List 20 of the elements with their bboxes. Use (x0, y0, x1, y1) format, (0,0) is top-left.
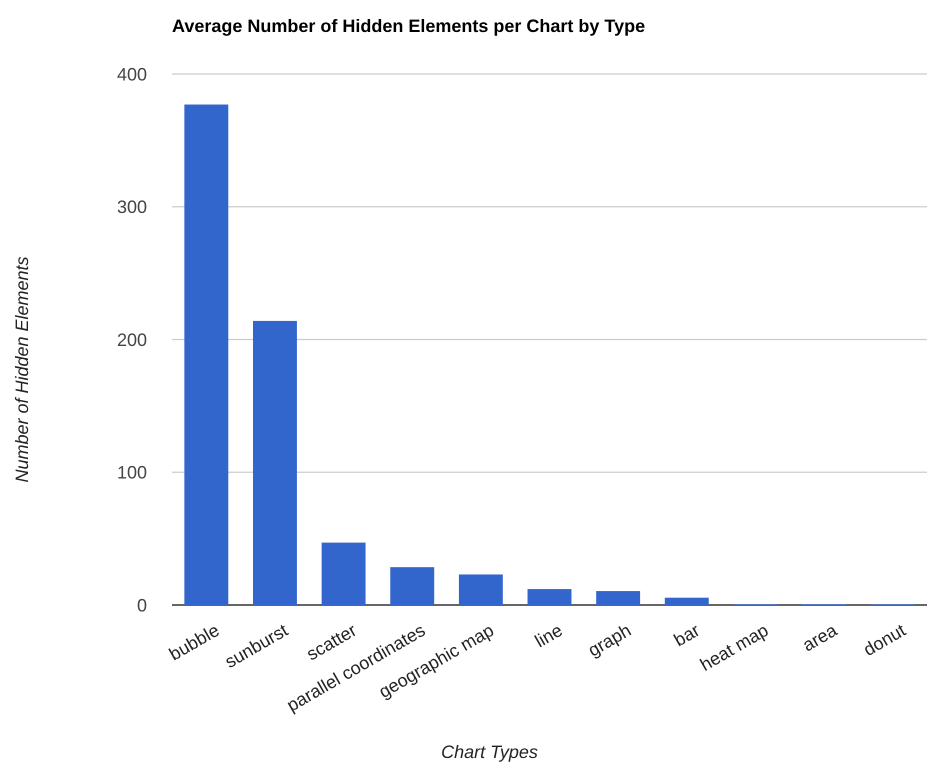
x-tick-label: area (799, 620, 842, 656)
bar (596, 591, 640, 605)
x-tick-label: bar (670, 620, 704, 650)
bar (664, 598, 709, 605)
y-tick-label: 200 (116, 330, 147, 350)
y-axis-title: Number of Hidden Elements (12, 256, 32, 483)
bar (458, 574, 503, 605)
bar (528, 589, 572, 605)
x-axis-title: Chart Types (441, 742, 538, 762)
y-tick-label: 0 (136, 595, 147, 616)
bar (390, 567, 434, 605)
bar (252, 320, 297, 605)
y-tick-label: 400 (116, 64, 147, 84)
y-tick-label: 100 (116, 462, 147, 483)
bar (184, 104, 228, 605)
bar (322, 542, 366, 605)
x-tick-label: donut (860, 620, 909, 660)
y-tick-label: 300 (116, 197, 147, 218)
chart-title: Average Number of Hidden Elements per Chart by Type (172, 16, 646, 36)
x-tick-label: line (532, 620, 566, 652)
